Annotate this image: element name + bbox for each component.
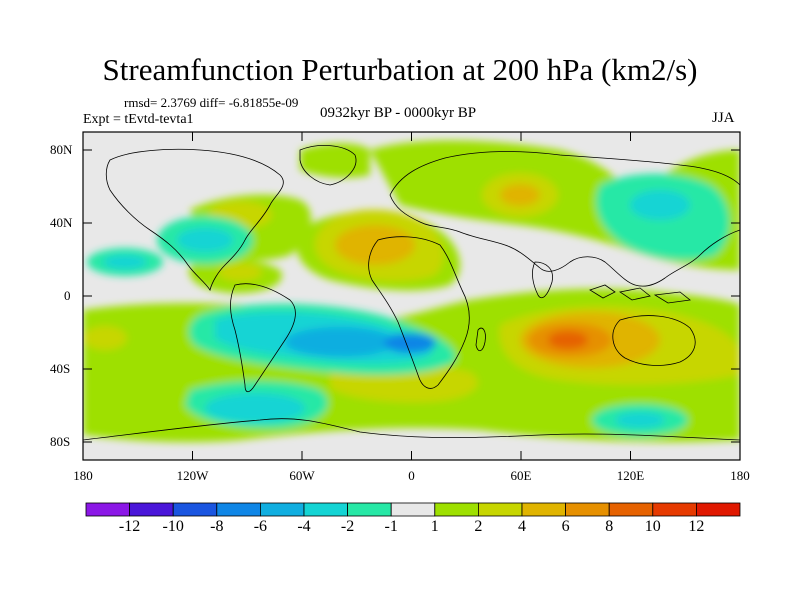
colorbar <box>85 502 741 517</box>
colorbar-box <box>696 502 741 517</box>
lon-label-120e: 120E <box>616 468 645 483</box>
lat-label-80n: 80N <box>50 142 73 157</box>
colorbar-label: -1 <box>384 518 398 535</box>
coast-south-america <box>230 283 296 393</box>
colorbar-box <box>565 502 610 517</box>
colorbar-label: 4 <box>518 518 526 535</box>
contour-fields <box>83 140 740 443</box>
experiment-label: Expt = tEvtd-tevta1 <box>83 112 194 127</box>
field-north-pacific-negative-core <box>103 255 147 269</box>
coast-antarctica <box>83 418 740 441</box>
colorbar-label: -2 <box>340 518 355 535</box>
lon-label-120w: 120W <box>176 468 209 483</box>
lat-label-80s: 80S <box>50 434 71 449</box>
coast-madagascar <box>475 327 486 352</box>
lat-label-0: 0 <box>64 288 71 303</box>
lon-label-0: 0 <box>408 468 415 483</box>
time-period-label: 0932kyr BP - 0000kyr BP <box>320 105 477 121</box>
colorbar-label: 8 <box>605 518 614 535</box>
lon-label-60w: 60W <box>289 468 315 483</box>
coast-greenland <box>299 145 357 186</box>
coast-north-america <box>105 148 284 292</box>
colorbar-box <box>477 502 523 517</box>
coast-india <box>532 261 553 299</box>
lon-tick-marks <box>82 132 741 460</box>
coast-eurasia <box>389 151 740 287</box>
colorbar-box <box>652 502 697 517</box>
season-label: JJA <box>712 110 735 126</box>
field-north-america-negative-core <box>177 228 233 252</box>
lat-label-40s: 40S <box>50 361 71 376</box>
field-south-pacific-negative-core <box>615 412 665 428</box>
field-africa-positive-core <box>335 225 415 265</box>
lat-label-40n: 40N <box>50 215 73 230</box>
field-pacific-positive <box>218 263 262 281</box>
coast-africa <box>368 236 470 389</box>
chart-title: Streamfunction Perturbation at 200 hPa (… <box>102 52 698 87</box>
field-south-america-negative-peak <box>384 333 436 353</box>
field-greenland-green <box>300 143 370 178</box>
lon-label-180w: 180 <box>73 468 93 483</box>
coastlines <box>83 145 740 441</box>
colorbar-label: 10 <box>644 518 661 535</box>
colorbar-label: -12 <box>118 518 141 535</box>
field-indian-ocean-positive-peak <box>548 331 588 349</box>
colorbar-box <box>347 502 392 517</box>
lat-tick-marks <box>83 149 740 443</box>
field-south-america-negative-core <box>285 327 395 357</box>
colorbar-label: 1 <box>430 518 439 535</box>
colorbar-label: 6 <box>561 518 570 535</box>
coast-maritime-continent <box>589 284 691 304</box>
colorbar-label: 12 <box>688 518 705 535</box>
colorbar-label: -8 <box>210 518 224 535</box>
colorbar-label: -10 <box>162 518 184 535</box>
lon-label-60e: 60E <box>510 468 532 483</box>
colorbar-box <box>521 502 566 517</box>
colorbar-box <box>608 502 654 517</box>
lon-label-180e: 180 <box>730 468 750 483</box>
rmsd-diff-stats: rmsd= 2.3769 diff= -6.81855e-09 <box>124 95 299 110</box>
colorbar-box <box>216 502 261 517</box>
colorbar-label: -4 <box>297 518 311 535</box>
colorbar-box <box>85 502 130 517</box>
colorbar-box <box>434 502 479 517</box>
field-antarctic-negative-core <box>205 393 305 423</box>
field-southwest-positive <box>83 326 127 350</box>
field-siberia-positive-core <box>500 184 540 206</box>
colorbar-box <box>129 502 174 517</box>
colorbar-label: 2 <box>474 518 483 535</box>
colorbar-box <box>259 502 305 517</box>
colorbar-box <box>390 502 436 517</box>
colorbar-box <box>172 502 218 517</box>
colorbar-box <box>303 502 348 517</box>
field-asia-negative-core <box>630 190 690 220</box>
colorbar-label: -6 <box>253 518 268 535</box>
coast-australia <box>612 315 696 366</box>
